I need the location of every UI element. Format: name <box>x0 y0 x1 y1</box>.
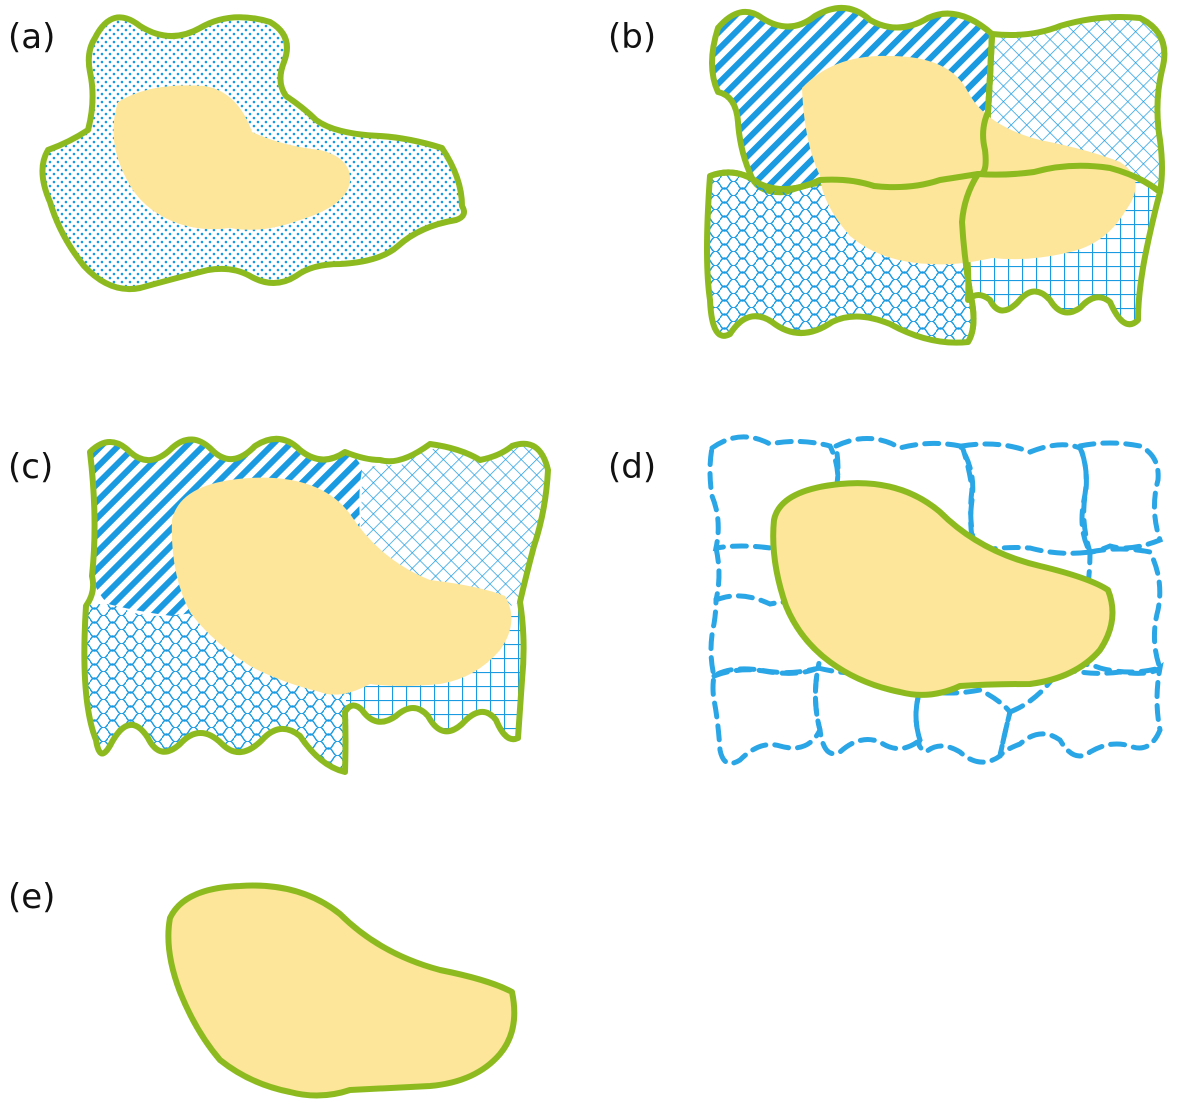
panel-a: (a) <box>8 14 467 292</box>
panel-e: (e) <box>8 877 518 1099</box>
target-region-a <box>113 85 351 230</box>
panel-label-b: (b) <box>608 17 656 57</box>
panel-label-c: (c) <box>8 447 53 487</box>
panel-label-e: (e) <box>8 877 55 917</box>
boundary-b-vertical <box>959 33 995 344</box>
target-region-e <box>165 882 518 1099</box>
panel-label-d: (d) <box>608 447 656 487</box>
panel-b: (b) <box>608 5 1168 346</box>
panel-c: (c) <box>8 436 551 775</box>
outer-boundary-c <box>81 436 551 775</box>
boundary-b-horizontal <box>708 162 1162 195</box>
target-region-d <box>770 480 1116 698</box>
panel-label-a: (a) <box>8 17 55 57</box>
target-region-c <box>171 477 512 695</box>
target-region-b <box>802 55 1136 265</box>
panel-d: (d) <box>608 434 1164 766</box>
